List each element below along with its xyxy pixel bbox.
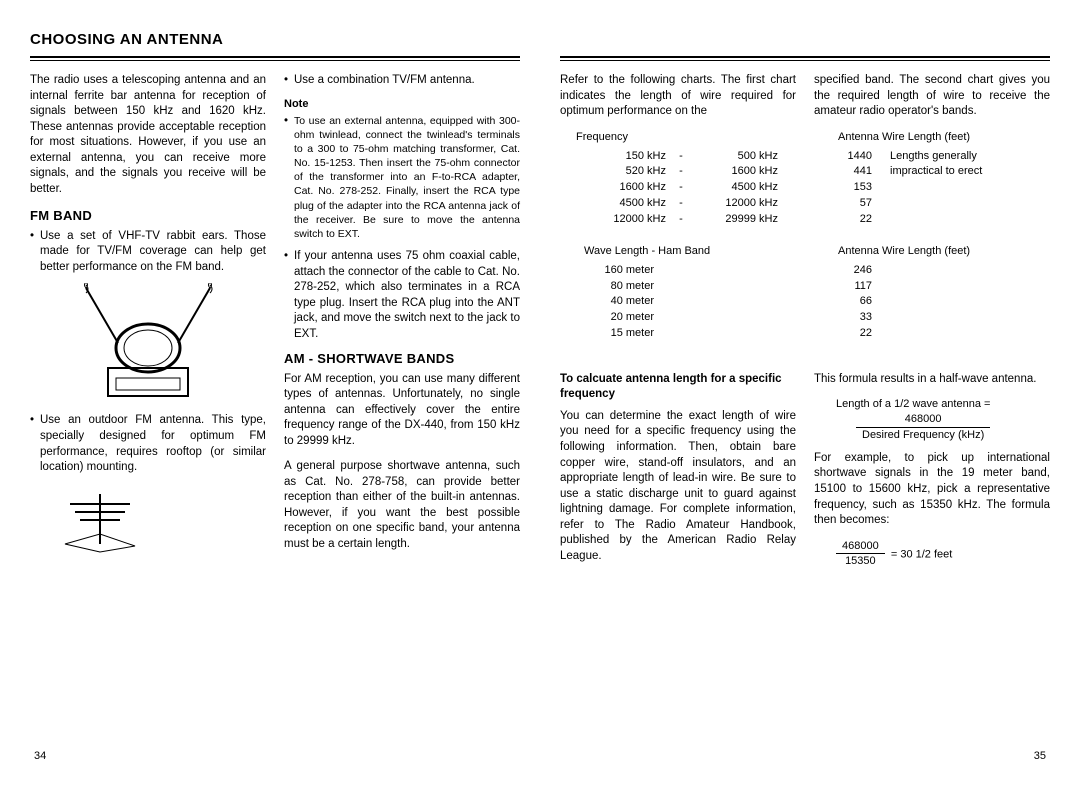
table-row: 520 kHz-1600 kHz	[560, 164, 796, 179]
calc-text: You can determine the exact length of wi…	[560, 409, 796, 564]
table-row: 20 meter	[560, 310, 796, 325]
right-col-2: specified band. The second chart gives y…	[814, 73, 1050, 577]
right-page: Refer to the following charts. The first…	[560, 56, 1050, 577]
example-formula: 468000 15350 = 30 1/2 feet	[814, 539, 1050, 570]
am-p1: For AM reception, you can use many diffe…	[284, 372, 520, 450]
example-text: For example, to pick up international sh…	[814, 451, 1050, 529]
frequency-title: Frequency	[576, 130, 796, 145]
am-shortwave-heading: AM - SHORTWAVE BANDS	[284, 350, 520, 368]
outdoor-antenna-illustration	[50, 484, 150, 554]
table-row: 153	[814, 180, 1050, 195]
am-p2: A general purpose shortwave antenna, suc…	[284, 459, 520, 552]
table-row: 246	[814, 263, 1050, 278]
note-heading: Note	[284, 97, 520, 112]
formula-intro: This formula results in a half-wave ante…	[814, 372, 1050, 388]
left-col-1: The radio uses a telescoping antenna and…	[30, 73, 266, 562]
left-col-2: • Use a combination TV/FM antenna. Note …	[284, 73, 520, 562]
table-row: 57	[814, 196, 1050, 211]
page-number-left: 34	[34, 749, 46, 764]
frequency-table: 150 kHz-500 kHz520 kHz-1600 kHz1600 kHz-…	[560, 149, 796, 227]
fm-band-heading: FM BAND	[30, 207, 266, 225]
wavelength-title: Wave Length - Ham Band	[576, 244, 796, 259]
rule	[560, 56, 1050, 61]
table-row: 441impractical to erect	[814, 164, 1050, 179]
length-title-2: Antenna Wire Length (feet)	[830, 244, 1050, 259]
length-table-1: 1440Lengths generally441impractical to e…	[814, 149, 1050, 227]
table-row: 150 kHz-500 kHz	[560, 149, 796, 164]
table-row: 1440Lengths generally	[814, 149, 1050, 164]
table-row: 66	[814, 294, 1050, 309]
left-page: The radio uses a telescoping antenna and…	[30, 56, 520, 577]
half-wave-formula: Length of a 1/2 wave antenna = 468000 De…	[814, 397, 1050, 443]
calc-heading: To calcuate antenna length for a specifi…	[560, 372, 796, 403]
wavelength-table: 160 meter80 meter40 meter20 meter15 mete…	[560, 263, 796, 341]
page-title: CHOOSING AN ANTENNA	[30, 30, 1050, 50]
length-title-1: Antenna Wire Length (feet)	[830, 130, 1050, 145]
note-2: • If your antenna uses 75 ohm coaxial ca…	[284, 249, 520, 342]
chart-intro-2: specified band. The second chart gives y…	[814, 73, 1050, 120]
page-spread: The radio uses a telescoping antenna and…	[30, 56, 1050, 577]
chart-intro: Refer to the following charts. The first…	[560, 73, 796, 120]
table-row: 160 meter	[560, 263, 796, 278]
note-1: • To use an external antenna, equipped w…	[284, 114, 520, 242]
bullet-outdoor-fm: • Use an outdoor FM antenna. This type, …	[30, 413, 266, 475]
rule	[30, 56, 520, 61]
table-row: 117	[814, 279, 1050, 294]
table-row: 22	[814, 326, 1050, 341]
table-row: 15 meter	[560, 326, 796, 341]
table-row: 12000 kHz-29999 kHz	[560, 212, 796, 227]
table-row: 22	[814, 212, 1050, 227]
table-row: 33	[814, 310, 1050, 325]
intro-text: The radio uses a telescoping antenna and…	[30, 73, 266, 197]
page-number-right: 35	[1034, 749, 1046, 764]
bullet-rabbit-ears: • Use a set of VHF-TV rabbit ears. Those…	[30, 229, 266, 276]
right-col-1: Refer to the following charts. The first…	[560, 73, 796, 577]
bullet-combo-antenna: • Use a combination TV/FM antenna.	[284, 73, 520, 89]
table-row: 4500 kHz-12000 kHz	[560, 196, 796, 211]
table-row: 40 meter	[560, 294, 796, 309]
table-row: 1600 kHz-4500 kHz	[560, 180, 796, 195]
table-row: 80 meter	[560, 279, 796, 294]
length-table-2: 246117663322	[814, 263, 1050, 341]
rabbit-ears-illustration	[78, 283, 218, 403]
